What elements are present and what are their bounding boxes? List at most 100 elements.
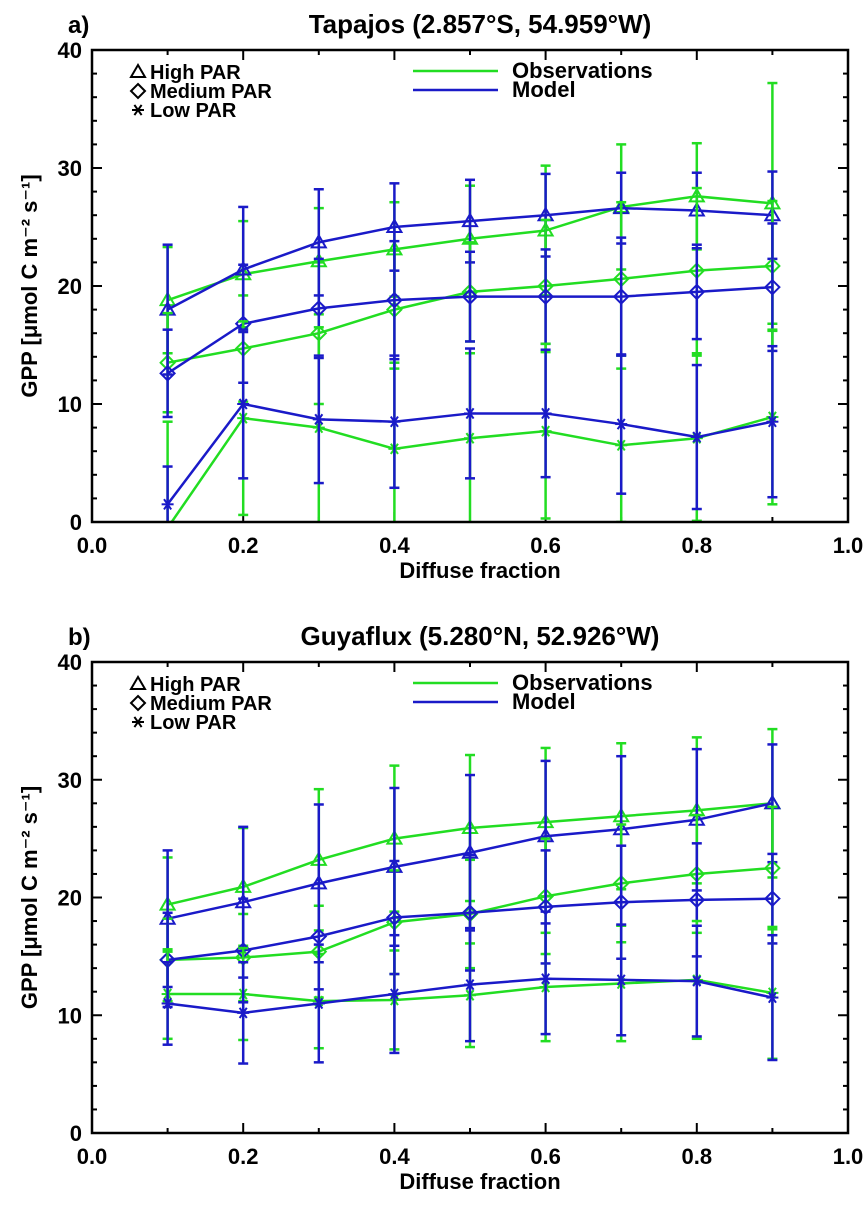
diamond-marker-shape	[688, 891, 706, 909]
data-point-asterisk	[312, 413, 325, 426]
data-point-asterisk	[312, 997, 325, 1010]
y-tick-label: 0	[70, 1121, 82, 1146]
legend-label: Observations	[512, 58, 653, 83]
diamond-marker-shape	[763, 278, 781, 296]
asterisk-stroke	[541, 973, 551, 985]
x-tick-label: 0.4	[379, 1144, 410, 1169]
series-line	[167, 206, 773, 311]
diamond-marker-shape	[537, 898, 555, 916]
x-tick-label: 0.2	[228, 533, 259, 558]
x-axis-label: Diffuse fraction	[399, 558, 560, 583]
data-point-diamond	[159, 364, 177, 382]
data-point-asterisk	[162, 523, 174, 533]
diamond-marker-shape	[385, 291, 403, 309]
y-tick-label: 20	[58, 274, 82, 299]
chart-title: Tapajos (2.857°S, 54.959°W)	[309, 9, 652, 39]
diamond-marker-shape	[159, 364, 177, 382]
data-point-asterisk	[615, 418, 628, 430]
data-point-diamond	[310, 300, 328, 317]
data-point-asterisk	[161, 498, 174, 510]
error-bar	[162, 420, 173, 522]
triangle-marker-shape	[385, 218, 404, 233]
data-point-asterisk	[690, 975, 703, 987]
asterisk-stroke	[465, 407, 475, 420]
chart-title: Guyaflux (5.280°N, 52.926°W)	[301, 621, 660, 651]
asterisk-stroke	[133, 104, 143, 116]
legend-marker-triangle	[129, 675, 147, 690]
legend-marker-asterisk	[132, 104, 144, 116]
asterisk-stroke	[616, 418, 626, 430]
asterisk-stroke	[164, 523, 171, 533]
series-model-low-par	[161, 328, 779, 522]
asterisk-stroke	[541, 407, 551, 420]
data-point-asterisk	[464, 978, 476, 991]
data-point-diamond	[612, 893, 630, 911]
data-point-asterisk	[161, 997, 174, 1010]
chart-panel-a: a) Tapajos (2.857°S, 54.959°W) 0.0 0.2 0.4 0.…	[17, 9, 864, 583]
data-point-asterisk	[766, 991, 779, 1004]
diamond-marker-shape	[385, 909, 403, 926]
data-point-diamond	[461, 288, 479, 306]
triangle-marker-shape	[129, 63, 147, 78]
diamond-marker-shape	[461, 904, 479, 922]
legend-label: Low PAR	[150, 712, 237, 734]
series-line	[166, 285, 773, 375]
asterisk-stroke	[163, 997, 173, 1010]
x-tick-label: 0.6	[530, 533, 561, 558]
legend-marker-asterisk	[132, 716, 144, 728]
data-point-asterisk	[766, 416, 779, 428]
y-axis-label: GPP [μmol C m⁻² s⁻¹]	[17, 786, 42, 1009]
data-layer	[158, 81, 782, 533]
diamond-marker-shape	[612, 288, 630, 306]
data-point-diamond	[385, 909, 403, 926]
asterisk-stroke	[164, 523, 171, 533]
x-tick-label: 1.0	[833, 533, 864, 558]
x-axis-label: Diffuse fraction	[399, 1169, 560, 1194]
data-point-asterisk	[615, 974, 628, 986]
asterisk-stroke	[163, 498, 173, 510]
data-point-diamond	[688, 891, 706, 909]
chart-panel-b: b) Guyaflux (5.280°N, 52.926°W) 0.0 0.2 0.4 0…	[17, 621, 863, 1194]
y-tick-label: 30	[58, 156, 82, 181]
legend-label: Low PAR	[150, 100, 237, 122]
x-tick-label: 0.4	[379, 533, 410, 558]
data-point-asterisk	[539, 407, 552, 420]
data-point-diamond	[763, 890, 781, 908]
asterisk-stroke	[389, 988, 399, 1000]
y-tick-label: 20	[58, 886, 82, 911]
asterisk-stroke	[465, 978, 475, 991]
plot-frame	[90, 48, 850, 524]
asterisk-stroke	[238, 1007, 248, 1019]
x-tick-label: 0.0	[77, 1144, 108, 1169]
legend-label: Medium PAR	[150, 81, 272, 103]
triangle-marker-shape	[129, 675, 147, 690]
asterisk-stroke	[314, 997, 324, 1010]
panel-label: b)	[68, 624, 91, 651]
diamond-marker-shape	[763, 890, 781, 908]
data-point-diamond	[537, 898, 555, 916]
data-point-triangle	[385, 218, 404, 233]
asterisk-stroke	[238, 398, 248, 410]
data-point-asterisk	[388, 416, 401, 428]
asterisk-stroke	[692, 975, 702, 987]
plot-frame	[90, 660, 850, 1135]
series-line	[167, 897, 773, 962]
triangle-marker-shape	[310, 233, 328, 249]
data-point-diamond	[537, 288, 555, 306]
diamond-marker-shape	[688, 283, 706, 301]
legend-marker-diamond	[129, 694, 147, 712]
data-point-asterisk	[237, 398, 250, 410]
data-layer	[158, 727, 782, 1065]
diamond-marker-shape	[612, 893, 630, 911]
diamond-marker-shape	[310, 300, 328, 317]
data-point-asterisk	[388, 988, 401, 1000]
data-point-diamond	[612, 288, 630, 306]
asterisk-stroke	[133, 716, 143, 728]
legend-label: Medium PAR	[150, 693, 272, 715]
x-tick-label: 0.0	[77, 533, 108, 558]
data-point-asterisk	[464, 407, 476, 420]
y-tick-label: 0	[70, 510, 82, 535]
diamond-marker-shape	[129, 82, 147, 100]
